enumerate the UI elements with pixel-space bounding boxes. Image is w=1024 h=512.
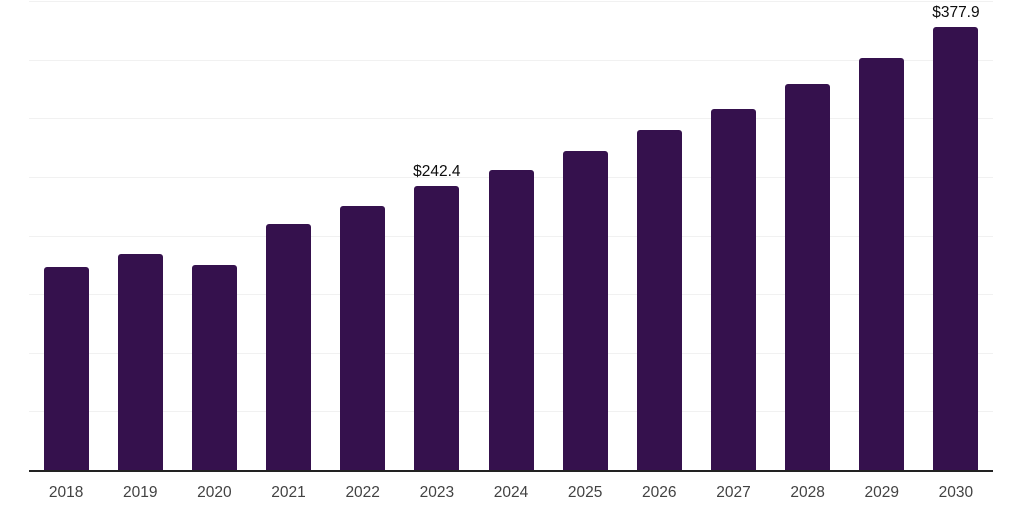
x-tick-2028: 2028 xyxy=(790,484,825,501)
x-axis: 2018 2019 2020 2021 2022 2023 2024 2025 2026 2027… xyxy=(29,479,993,505)
gridline-400 xyxy=(29,1,993,2)
x-tick-2026: 2026 xyxy=(642,484,677,501)
bar-2030 xyxy=(933,26,979,470)
x-tick-2029: 2029 xyxy=(864,484,899,501)
bar-2026 xyxy=(636,129,682,470)
x-tick-2025: 2025 xyxy=(567,484,603,501)
bar-2021 xyxy=(266,224,312,470)
bar-2022 xyxy=(340,205,386,470)
gridline-350 xyxy=(29,59,993,61)
bar-2029 xyxy=(859,57,905,470)
bar-2027 xyxy=(710,109,756,470)
bar-2018 xyxy=(43,267,89,470)
bar-2024 xyxy=(488,169,534,470)
x-axis-line xyxy=(29,470,993,472)
bar-2028 xyxy=(785,84,831,470)
x-tick-2018: 2018 xyxy=(48,484,84,501)
x-tick-2021: 2021 xyxy=(271,484,306,501)
x-tick-2020: 2020 xyxy=(197,484,232,501)
bar-2019 xyxy=(117,254,163,470)
x-tick-2024: 2024 xyxy=(493,484,529,501)
x-tick-2022: 2022 xyxy=(345,484,380,501)
x-tick-2023: 2023 xyxy=(419,484,455,501)
value-label-2023: $242.4 xyxy=(413,162,461,180)
bar-2023 xyxy=(414,185,460,470)
bar-2025 xyxy=(562,150,608,470)
plot-area: $242.4 $377.9 xyxy=(29,1,993,470)
x-tick-2027: 2027 xyxy=(716,484,751,501)
value-label-2030: $377.9 xyxy=(932,3,980,21)
bar-2020 xyxy=(191,264,237,470)
x-tick-2030: 2030 xyxy=(938,484,974,501)
x-tick-2019: 2019 xyxy=(122,484,158,501)
gridline-300 xyxy=(29,118,993,120)
